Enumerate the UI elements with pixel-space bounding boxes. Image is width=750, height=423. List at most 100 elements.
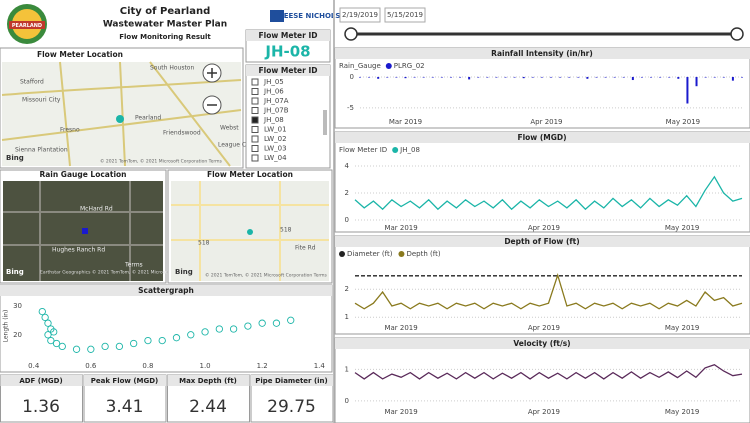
x-tick-label: 1.0: [199, 362, 210, 370]
date-end-box[interactable]: [384, 7, 426, 23]
chart-title: Rainfall Intensity (in/hr): [491, 49, 593, 58]
legend-label: PLRG_02: [394, 62, 425, 70]
bar: [604, 76, 607, 78]
legend-swatch: [392, 147, 399, 153]
checkbox[interactable]: [251, 154, 259, 162]
map-label: 518: [280, 227, 292, 234]
map-label: Sienna Plantation: [15, 147, 68, 154]
slicer-item: LW_02: [264, 135, 287, 143]
checkbox[interactable]: [251, 107, 259, 114]
bar: [486, 76, 489, 78]
map-label: League C: [218, 142, 246, 149]
bar: [559, 76, 562, 78]
x-tick-label: 0.6: [85, 362, 97, 370]
y-tick-label: 0: [350, 73, 354, 81]
y-tick-label: 20: [13, 331, 22, 339]
point: [44, 319, 52, 327]
point: [244, 322, 252, 330]
point: [44, 331, 52, 339]
checkbox[interactable]: [251, 78, 259, 86]
chart-panel: [334, 337, 750, 423]
bar: [741, 76, 743, 78]
checkbox[interactable]: [251, 116, 259, 124]
map-brand: Bing: [6, 268, 24, 276]
strip: [335, 132, 750, 143]
slicer-item: LW_01: [264, 126, 287, 134]
bar: [659, 76, 662, 78]
bar: [468, 76, 471, 80]
checkbox[interactable]: [251, 135, 259, 143]
bar: [413, 76, 416, 78]
scrollbar: [323, 110, 327, 135]
x-tick-label: 1.4: [314, 362, 326, 370]
bar: [622, 76, 625, 78]
slider-handle[interactable]: [730, 27, 744, 41]
bar: [459, 76, 462, 78]
bar: [668, 76, 671, 78]
header-caption: Flow Monitoring Result: [119, 33, 211, 41]
bar: [504, 76, 507, 78]
bar: [731, 76, 734, 81]
header-title: City of Pearland: [120, 6, 211, 17]
y-tick-label: 1: [345, 313, 349, 321]
map-title: Flow Meter Location: [207, 170, 293, 179]
point: [50, 328, 58, 336]
bar: [404, 76, 407, 79]
kpi-strip: [251, 375, 333, 386]
x-tick-label: Mar 2019: [389, 118, 422, 126]
map-label: Webst: [220, 125, 239, 132]
chart-title: Velocity (ft/s): [513, 339, 570, 348]
bar: [686, 76, 689, 104]
point: [215, 325, 223, 333]
roads: [171, 181, 329, 281]
bar: [586, 76, 589, 79]
roads: [3, 181, 163, 281]
bar: [677, 76, 680, 79]
logo-banner: [9, 21, 45, 29]
strip: [335, 236, 750, 247]
kpi-value: 2.44: [189, 397, 227, 417]
bar: [422, 76, 425, 78]
meter-marker: [116, 115, 124, 123]
slicer-item: JH_08: [263, 116, 284, 124]
map-title: Rain Gauge Location: [39, 170, 126, 179]
point: [87, 345, 95, 353]
map-label: Friendswood: [163, 130, 201, 137]
x-tick-label: Apr 2019: [530, 118, 562, 126]
checkbox[interactable]: [251, 97, 259, 105]
bar: [359, 76, 361, 78]
point: [38, 307, 46, 316]
legend-label: Diameter (ft): [347, 250, 393, 258]
date-start-box[interactable]: [339, 7, 381, 23]
x-tick-label: Mar 2019: [384, 408, 417, 416]
map-label: Missouri City: [22, 97, 61, 104]
checkbox[interactable]: [251, 145, 259, 152]
y-tick-label: 30: [13, 302, 22, 310]
map-title: Flow Meter Location: [37, 50, 123, 59]
chart-panel: [334, 131, 750, 233]
slicer-item: JH_06: [263, 88, 284, 96]
checkbox[interactable]: [251, 126, 259, 133]
slider-handle[interactable]: [344, 27, 358, 41]
x-tick-label: May 2019: [666, 118, 701, 126]
legend-swatch: [398, 251, 405, 257]
map-label: McHard Rd: [80, 206, 113, 213]
gauge-marker: [82, 228, 88, 234]
x-tick-label: Apr 2019: [528, 324, 560, 332]
map-attribution: © 2021 TomTom, © 2021 Microsoft Corporat…: [205, 272, 328, 279]
kpi-value: 3.41: [106, 397, 144, 417]
map-brand: Bing: [175, 268, 193, 276]
bar: [650, 76, 653, 78]
checkbox[interactable]: [251, 88, 259, 95]
bar: [704, 76, 707, 78]
legend-label: Depth (ft): [406, 250, 440, 258]
bar: [495, 76, 498, 78]
bar: [531, 76, 534, 78]
card-value: JH-08: [264, 43, 310, 61]
map-attribution: Earthstar Geographics © 2021 TomTom, © 2…: [40, 269, 171, 276]
line: [354, 273, 743, 310]
bar: [631, 76, 634, 81]
scatter-panel: [0, 284, 333, 373]
kpi-value: 1.36: [22, 397, 60, 417]
x-tick-label: May 2019: [665, 324, 700, 332]
